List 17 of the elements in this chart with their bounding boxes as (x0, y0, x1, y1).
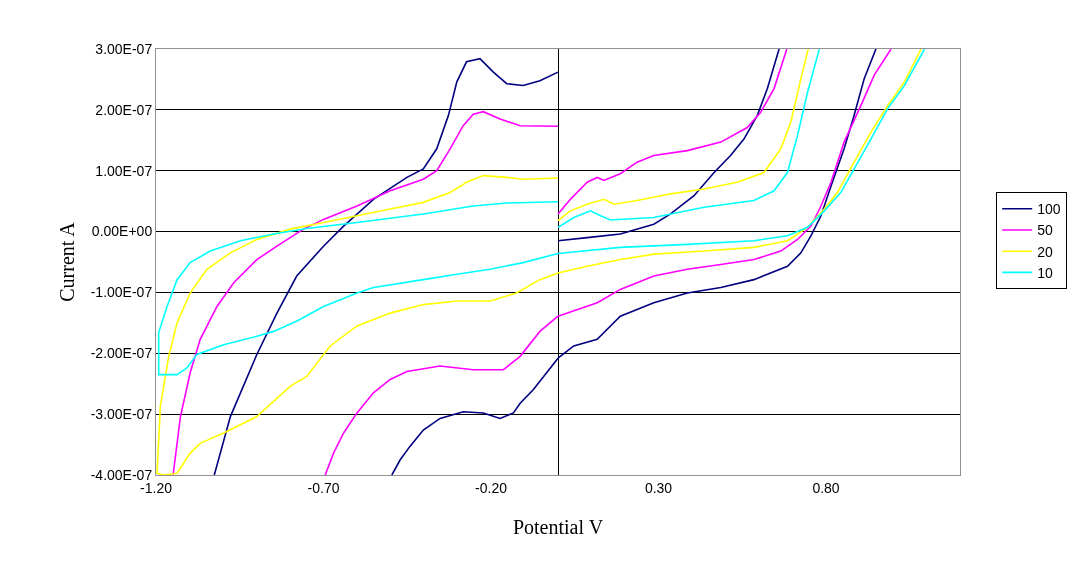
x-axis-title: Potential V (512, 516, 604, 539)
legend-label: 20 (1037, 243, 1053, 260)
y-tick-label: -2.00E-07 (90, 345, 153, 362)
legend-label: 10 (1037, 264, 1053, 281)
legend-label: 50 (1037, 222, 1053, 239)
y-tick-label: 2.00E-07 (95, 101, 153, 118)
y-tick-label: 0.00E+00 (91, 223, 153, 240)
x-tick-label: 0.80 (812, 479, 840, 496)
y-tick-label: -3.00E-07 (90, 406, 153, 423)
x-tick-label: -0.70 (307, 479, 340, 496)
y-tick-label: -1.00E-07 (90, 284, 153, 301)
y-tick-label: 1.00E-07 (95, 162, 153, 179)
y-axis-title: Current A (56, 221, 79, 302)
x-tick-label: -0.20 (475, 479, 508, 496)
legend-label: 100 (1037, 201, 1061, 218)
y-tick-label: 3.00E-07 (95, 40, 153, 57)
x-tick-label: 0.30 (644, 479, 673, 496)
